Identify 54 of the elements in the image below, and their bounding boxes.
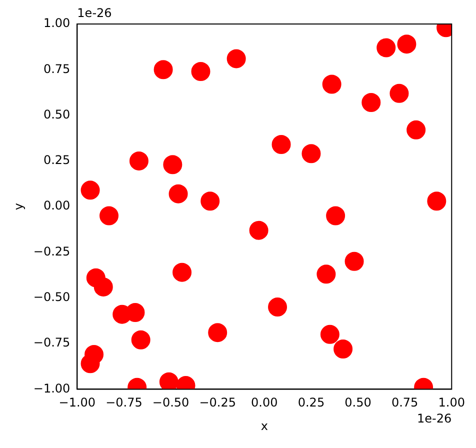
x-tick-label: 0.75	[391, 396, 418, 410]
point	[406, 120, 426, 140]
point	[376, 38, 396, 58]
x-tick-label: 1.00	[438, 396, 465, 410]
point	[344, 252, 364, 271]
point	[168, 184, 188, 204]
y-tick-label: −0.75	[33, 336, 70, 350]
x-tick-label: −1.00	[58, 396, 96, 410]
y-axis-title: y	[11, 203, 26, 210]
point	[272, 135, 291, 154]
y-tick-label: 1.00	[43, 16, 70, 30]
point	[159, 372, 178, 390]
x-tick-label: −0.25	[199, 396, 236, 410]
point	[316, 264, 336, 284]
point	[163, 155, 182, 174]
point	[249, 220, 268, 240]
point	[172, 262, 192, 282]
point	[100, 206, 119, 226]
point	[191, 62, 210, 81]
point	[208, 323, 228, 342]
point	[94, 277, 113, 296]
text: 1e-26	[77, 6, 112, 20]
point	[362, 93, 381, 112]
point	[302, 144, 321, 164]
point	[326, 206, 346, 226]
point	[129, 151, 148, 170]
point	[126, 303, 145, 322]
point	[154, 60, 173, 80]
point	[390, 84, 409, 103]
point	[322, 74, 342, 94]
point	[80, 180, 100, 200]
x-tick-label: 0.00	[251, 396, 278, 410]
y-tick-label: −1.00	[33, 381, 70, 396]
point	[320, 324, 340, 344]
point	[268, 298, 288, 317]
y-tick-label: 0.00	[43, 198, 70, 213]
y-tick-label: 0.25	[43, 153, 70, 168]
point	[334, 340, 353, 359]
x-tick-label: 0.25	[298, 396, 325, 410]
y-tick-label: −0.25	[33, 244, 70, 258]
text: 1e-26	[417, 411, 452, 426]
point	[226, 49, 246, 68]
x-axis-title: x	[260, 418, 268, 433]
point	[427, 192, 446, 211]
point	[397, 34, 416, 54]
x-tick-label: −0.75	[106, 396, 142, 410]
point	[200, 192, 220, 211]
x-tick-label: 0.50	[344, 396, 372, 410]
point	[131, 330, 150, 350]
y-tick-label: 0.50	[43, 107, 70, 122]
y-tick-label: −0.50	[33, 290, 70, 304]
point	[84, 345, 104, 364]
x-tick-label: −0.50	[152, 396, 190, 410]
y-tick-label: 0.75	[43, 62, 70, 76]
